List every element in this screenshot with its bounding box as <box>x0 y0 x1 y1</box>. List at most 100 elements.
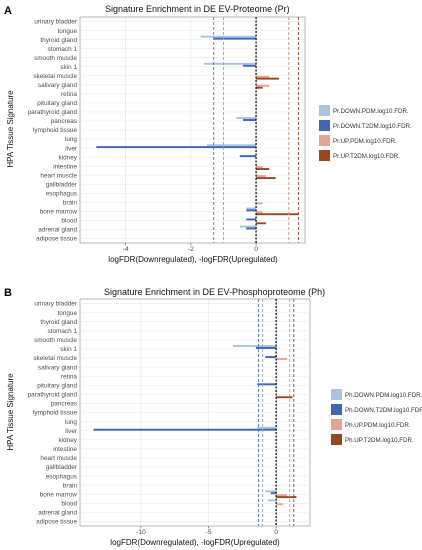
category-label: esophagus <box>46 190 77 197</box>
bars <box>93 345 297 506</box>
panel-letter: A <box>4 5 12 17</box>
category-label: stomach 1 <box>48 328 78 335</box>
category-label: thyroid gland <box>40 37 77 44</box>
category-label: pituitary gland <box>37 382 77 389</box>
legend-swatch <box>319 150 330 161</box>
category-label: pancreas <box>51 118 77 125</box>
bar <box>239 225 257 228</box>
category-labels: urinary bladder tongue thyroid gland stomac… <box>28 301 78 526</box>
legend-label: Ph.UP.PDM.log10.FDR. <box>345 422 411 429</box>
category-label: liver <box>65 145 78 152</box>
category-label: smooth muscle <box>34 337 77 344</box>
bar <box>256 168 270 171</box>
category-label: gallbladder <box>46 464 78 471</box>
category-label: urinary bladder <box>34 301 78 308</box>
legend: Pr.DOWN.PDM.log10.FDR. Pr.DOWN.T2DM.log10… <box>319 105 412 161</box>
category-labels: urinary bladder tongue thyroid gland stomac… <box>28 19 78 243</box>
category-label: skeletal muscle <box>33 355 77 362</box>
category-label: lung <box>65 419 78 426</box>
category-label: gallbladder <box>46 181 78 188</box>
x-tick-labels: -4 -2 0 <box>123 243 258 253</box>
bar <box>256 175 266 178</box>
bar <box>276 494 287 497</box>
bar <box>256 222 266 225</box>
category-label: skin 1 <box>60 64 77 71</box>
bar <box>256 211 263 214</box>
category-label: thyroid gland <box>40 319 77 326</box>
bar <box>203 62 257 65</box>
category-label: skeletal muscle <box>33 73 77 80</box>
chart-title: Signature Enrichment in DE EV-Proteome (… <box>105 4 290 14</box>
legend-swatch <box>331 434 342 445</box>
category-label: blood <box>61 501 77 508</box>
category-label: bone marrow <box>40 209 78 216</box>
x-tick-label: -10 <box>136 529 146 536</box>
bar <box>96 146 257 149</box>
bars <box>96 35 299 230</box>
category-label: kidney <box>59 154 78 161</box>
category-label: smooth muscle <box>34 55 77 62</box>
legend-label: Ph.DOWN.T2DM.log10.FDR. <box>345 407 422 414</box>
bar <box>207 144 257 147</box>
category-label: intestine <box>53 163 77 170</box>
bar <box>268 499 277 502</box>
category-label: urinary bladder <box>34 19 78 26</box>
x-tick-label: -5 <box>206 529 212 536</box>
category-label: parathyroid gland <box>28 109 78 116</box>
reference-lines <box>258 299 295 526</box>
bar <box>239 155 257 158</box>
x-tick-labels: -10 -5 0 <box>136 526 278 536</box>
category-label: heart muscle <box>40 172 77 179</box>
bar <box>232 345 277 348</box>
bar <box>255 347 277 349</box>
bar <box>213 37 257 40</box>
x-axis-title: logFDR(Downregulated), -logFDR(Upregulat… <box>110 538 280 547</box>
bar <box>256 202 263 205</box>
bar <box>276 503 283 506</box>
legend-swatch <box>319 135 330 146</box>
category-label: liver <box>65 428 78 435</box>
y-axis-title: HPA Tissue Signature <box>6 373 15 451</box>
bar <box>246 209 257 212</box>
panel-a: A Signature Enrichment in DE EV-Proteome… <box>4 4 412 264</box>
category-label: stomach 1 <box>48 46 78 53</box>
category-label: pituitary gland <box>37 100 77 107</box>
y-axis-title: HPA Tissue Signature <box>6 90 15 168</box>
legend-label: Ph.DOWN.PDM.log10.FDR. <box>345 392 422 399</box>
legend-swatch <box>319 105 330 116</box>
bar <box>246 227 257 230</box>
category-label: lymphoid tissue <box>33 127 77 134</box>
bar <box>257 383 277 386</box>
category-label: intestine <box>53 446 77 453</box>
bar <box>256 84 270 87</box>
category-label: kidney <box>59 437 78 444</box>
category-label: brain <box>63 482 78 489</box>
category-label: heart muscle <box>40 455 77 462</box>
bar <box>246 207 257 210</box>
category-label: blood <box>61 218 77 225</box>
legend-swatch <box>331 389 342 400</box>
category-label: salivary gland <box>38 364 78 371</box>
category-label: bone marrow <box>40 491 78 498</box>
bar <box>276 358 287 360</box>
category-label: adipose tissue <box>36 519 77 526</box>
x-tick-label: 0 <box>274 529 278 536</box>
bar <box>246 218 257 221</box>
bar <box>93 428 277 431</box>
x-tick-label: 0 <box>254 246 258 253</box>
bar <box>200 35 257 38</box>
bar <box>265 490 277 493</box>
category-label: parathyroid gland <box>28 392 78 399</box>
bar <box>265 356 277 359</box>
reference-lines <box>213 17 299 243</box>
category-label: skin 1 <box>60 346 77 353</box>
category-label: retina <box>61 373 77 380</box>
legend-swatch <box>331 419 342 430</box>
bar <box>256 77 279 80</box>
category-label: adrenal gland <box>38 510 77 517</box>
bar <box>243 119 257 121</box>
bar <box>276 396 293 399</box>
panel-b: B Signature Enrichment in DE EV-Phosphop… <box>4 287 422 547</box>
legend-label: Pr.UP.PDM.log10.FDR. <box>333 138 397 145</box>
